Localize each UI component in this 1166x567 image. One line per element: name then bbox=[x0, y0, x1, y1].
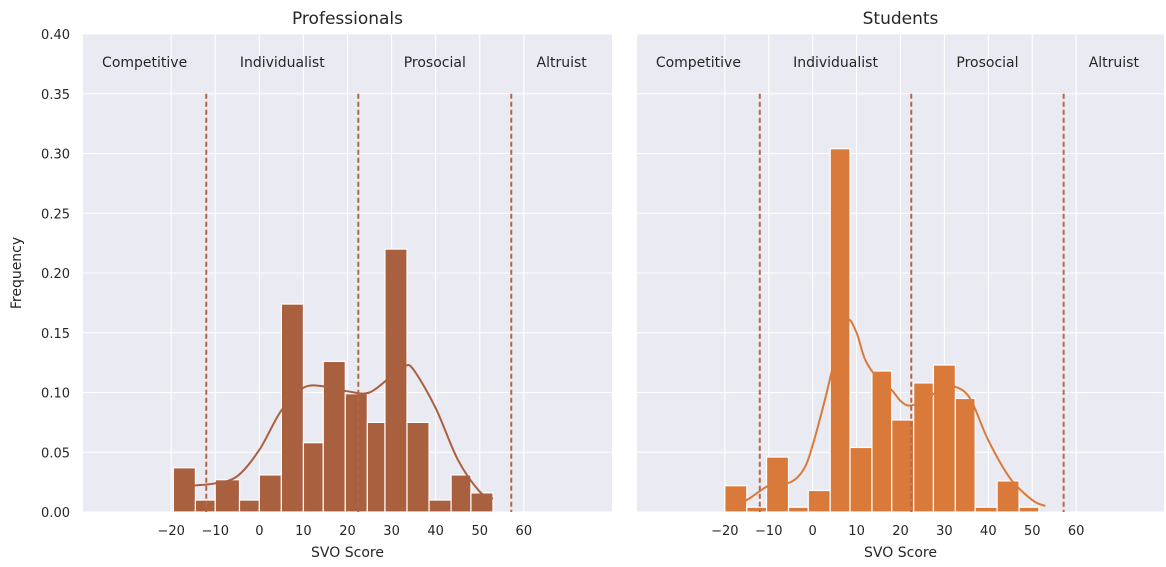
professionals-panel: Competitive Individualist Prosocial Altruis… bbox=[9, 9, 612, 561]
x-tick-label: 10 bbox=[295, 524, 312, 539]
y-axis-label: Frequency bbox=[9, 237, 25, 309]
y-tick-label: 0.30 bbox=[41, 148, 70, 163]
students-panel: Competitive Individualist Prosocial Altruis… bbox=[637, 9, 1164, 561]
histogram-bar bbox=[384, 248, 408, 513]
chart-title: Students bbox=[863, 9, 939, 29]
histogram-bar bbox=[974, 506, 998, 513]
y-tick-label: 0.25 bbox=[41, 207, 70, 222]
x-tick-label: 50 bbox=[1024, 524, 1041, 539]
x-tick-label: 30 bbox=[383, 524, 400, 539]
y-tick-label: 0.20 bbox=[41, 267, 70, 282]
x-tick-label: −20 bbox=[157, 524, 184, 539]
x-tick-label: 40 bbox=[427, 524, 444, 539]
x-tick-label: 40 bbox=[980, 524, 997, 539]
x-tick-label: 20 bbox=[892, 524, 909, 539]
region-label-individualist: Individualist bbox=[240, 55, 325, 71]
y-tick-label: 0.00 bbox=[41, 506, 70, 521]
y-tick-label: 0.10 bbox=[41, 387, 70, 402]
histogram-bar bbox=[238, 499, 260, 513]
x-axis-label: SVO Score bbox=[311, 545, 384, 561]
histogram-bar bbox=[913, 382, 935, 513]
histogram-bar bbox=[172, 467, 197, 513]
histogram-bar bbox=[344, 393, 368, 513]
region-label-competitive: Competitive bbox=[102, 55, 187, 71]
kde-curve bbox=[728, 318, 1046, 507]
x-tick-label: 20 bbox=[339, 524, 356, 539]
y-tick-label: 0.05 bbox=[41, 446, 70, 461]
region-label-competitive: Competitive bbox=[656, 55, 741, 71]
x-tick-label: −10 bbox=[202, 524, 229, 539]
histogram-bar bbox=[280, 303, 305, 513]
histogram-bar bbox=[724, 485, 748, 513]
x-tick-label: 10 bbox=[848, 524, 865, 539]
y-tick-label: 0.35 bbox=[41, 88, 70, 103]
histogram-bar bbox=[428, 499, 452, 513]
histogram-bar bbox=[214, 479, 241, 513]
histogram-bar bbox=[996, 480, 1020, 513]
histogram-bar bbox=[302, 442, 324, 513]
region-label-individualist: Individualist bbox=[793, 55, 878, 71]
histogram-bar bbox=[849, 446, 873, 513]
histogram-bar bbox=[746, 506, 768, 513]
x-tick-label: 30 bbox=[936, 524, 953, 539]
histogram-bar bbox=[258, 474, 282, 513]
x-tick-label: 50 bbox=[471, 524, 488, 539]
x-tick-label: −20 bbox=[711, 524, 738, 539]
histogram-bar bbox=[406, 421, 430, 513]
kde-curve bbox=[175, 364, 494, 500]
histogram-bar bbox=[871, 370, 893, 513]
y-tick-label: 0.15 bbox=[41, 327, 70, 342]
histogram-bar bbox=[1018, 506, 1040, 513]
y-tick-label: 0.40 bbox=[41, 28, 70, 43]
histogram-bar bbox=[954, 397, 976, 513]
region-label-altruist: Altruist bbox=[537, 55, 588, 71]
x-tick-label: 0 bbox=[255, 524, 263, 539]
x-tick-label: 60 bbox=[516, 524, 533, 539]
histogram-bar bbox=[366, 421, 386, 513]
x-tick-label: 0 bbox=[809, 524, 817, 539]
histogram-bar bbox=[829, 148, 851, 513]
histogram-bar bbox=[787, 506, 809, 513]
histogram-bar bbox=[807, 489, 831, 513]
x-axis-label: SVO Score bbox=[864, 545, 937, 561]
histogram-bar bbox=[450, 474, 472, 513]
histogram-bar bbox=[322, 360, 346, 513]
region-label-altruist: Altruist bbox=[1089, 55, 1140, 71]
region-label-prosocial: Prosocial bbox=[404, 55, 466, 71]
chart-title: Professionals bbox=[292, 9, 403, 29]
region-label-prosocial: Prosocial bbox=[956, 55, 1018, 71]
x-tick-label: −10 bbox=[755, 524, 782, 539]
x-tick-label: 60 bbox=[1068, 524, 1085, 539]
histogram-bar bbox=[470, 492, 494, 513]
